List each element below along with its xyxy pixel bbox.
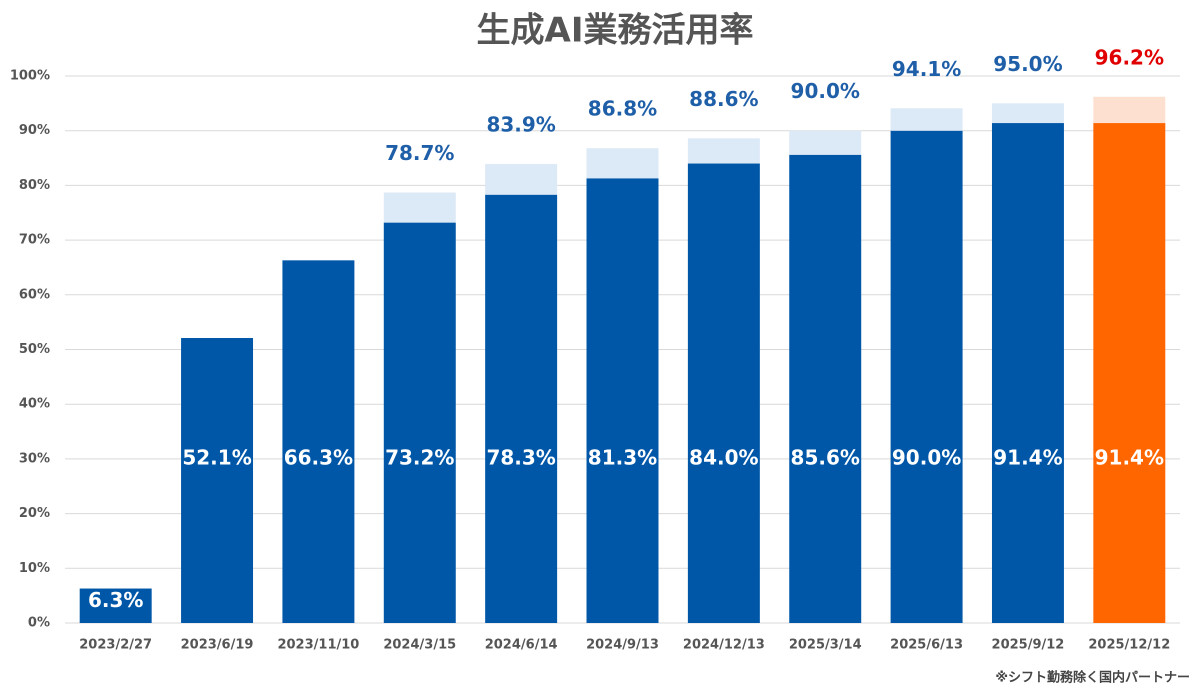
bar-segment <box>586 148 659 179</box>
x-tick-label: 2025/12/12 <box>1088 638 1170 653</box>
bar-segment <box>485 194 558 623</box>
bar-segment <box>1093 123 1166 624</box>
y-tick-label: 100% <box>10 69 50 84</box>
y-tick-label: 50% <box>19 342 50 357</box>
bar-segment <box>890 108 963 131</box>
bar-segment <box>383 222 456 623</box>
total-label: 95.0% <box>993 52 1062 76</box>
bar-segment <box>1093 96 1166 124</box>
total-label: 86.8% <box>588 97 657 121</box>
bar-segment <box>991 123 1064 624</box>
x-tick-label: 2025/9/12 <box>992 638 1065 653</box>
x-tick-label: 2023/6/19 <box>181 638 254 653</box>
footnote: ※シフト勤務除く国内パートナー <box>995 670 1190 686</box>
y-tick-label: 80% <box>19 178 50 193</box>
value-label: 84.0% <box>689 445 758 469</box>
value-label: 66.3% <box>284 445 353 469</box>
chart-title: 生成AI業務活用率 <box>477 11 754 51</box>
total-label: 78.7% <box>385 141 454 165</box>
bar-segment <box>485 164 558 195</box>
x-tick-label: 2025/3/14 <box>789 638 862 653</box>
bar-segment <box>282 260 355 623</box>
bar-segment <box>79 588 152 623</box>
y-tick-label: 20% <box>19 506 50 521</box>
y-tick-label: 70% <box>19 233 50 248</box>
x-tick-label: 2024/9/13 <box>586 638 659 653</box>
value-label: 91.4% <box>993 445 1062 469</box>
bar-segment <box>687 138 760 164</box>
value-label: 85.6% <box>791 445 860 469</box>
x-tick-label: 2024/12/13 <box>683 638 765 653</box>
value-label: 81.3% <box>588 445 657 469</box>
x-tick-label: 2023/11/10 <box>277 638 359 653</box>
x-tick-label: 2024/3/15 <box>383 638 456 653</box>
value-label: 91.4% <box>1095 445 1164 469</box>
bar-segment <box>890 130 963 623</box>
bar-segment <box>789 130 862 155</box>
total-label: 94.1% <box>892 57 961 81</box>
y-tick-label: 40% <box>19 397 50 412</box>
x-tick-label: 2023/2/27 <box>79 638 152 653</box>
total-label: 88.6% <box>689 87 758 111</box>
total-label: 83.9% <box>486 113 555 137</box>
y-tick-label: 60% <box>19 287 50 302</box>
bar-segment <box>789 154 862 623</box>
bar-segment <box>181 338 254 623</box>
y-tick-label: 30% <box>19 451 50 466</box>
x-tick-label: 2024/6/14 <box>485 638 558 653</box>
y-tick-label: 0% <box>28 616 50 631</box>
y-tick-label: 10% <box>19 561 50 576</box>
bar-segment <box>383 192 456 223</box>
value-label: 6.3% <box>88 588 143 612</box>
bar-segment <box>586 178 659 623</box>
bar-segment <box>687 163 760 623</box>
value-label: 90.0% <box>892 445 961 469</box>
x-tick-label: 2025/6/13 <box>890 638 963 653</box>
bar-segment <box>991 103 1064 124</box>
value-label: 78.3% <box>486 445 555 469</box>
value-label: 73.2% <box>385 445 454 469</box>
value-label: 52.1% <box>182 445 251 469</box>
y-tick-label: 90% <box>19 123 50 138</box>
total-label: 90.0% <box>791 79 860 103</box>
total-label: 96.2% <box>1095 45 1164 69</box>
